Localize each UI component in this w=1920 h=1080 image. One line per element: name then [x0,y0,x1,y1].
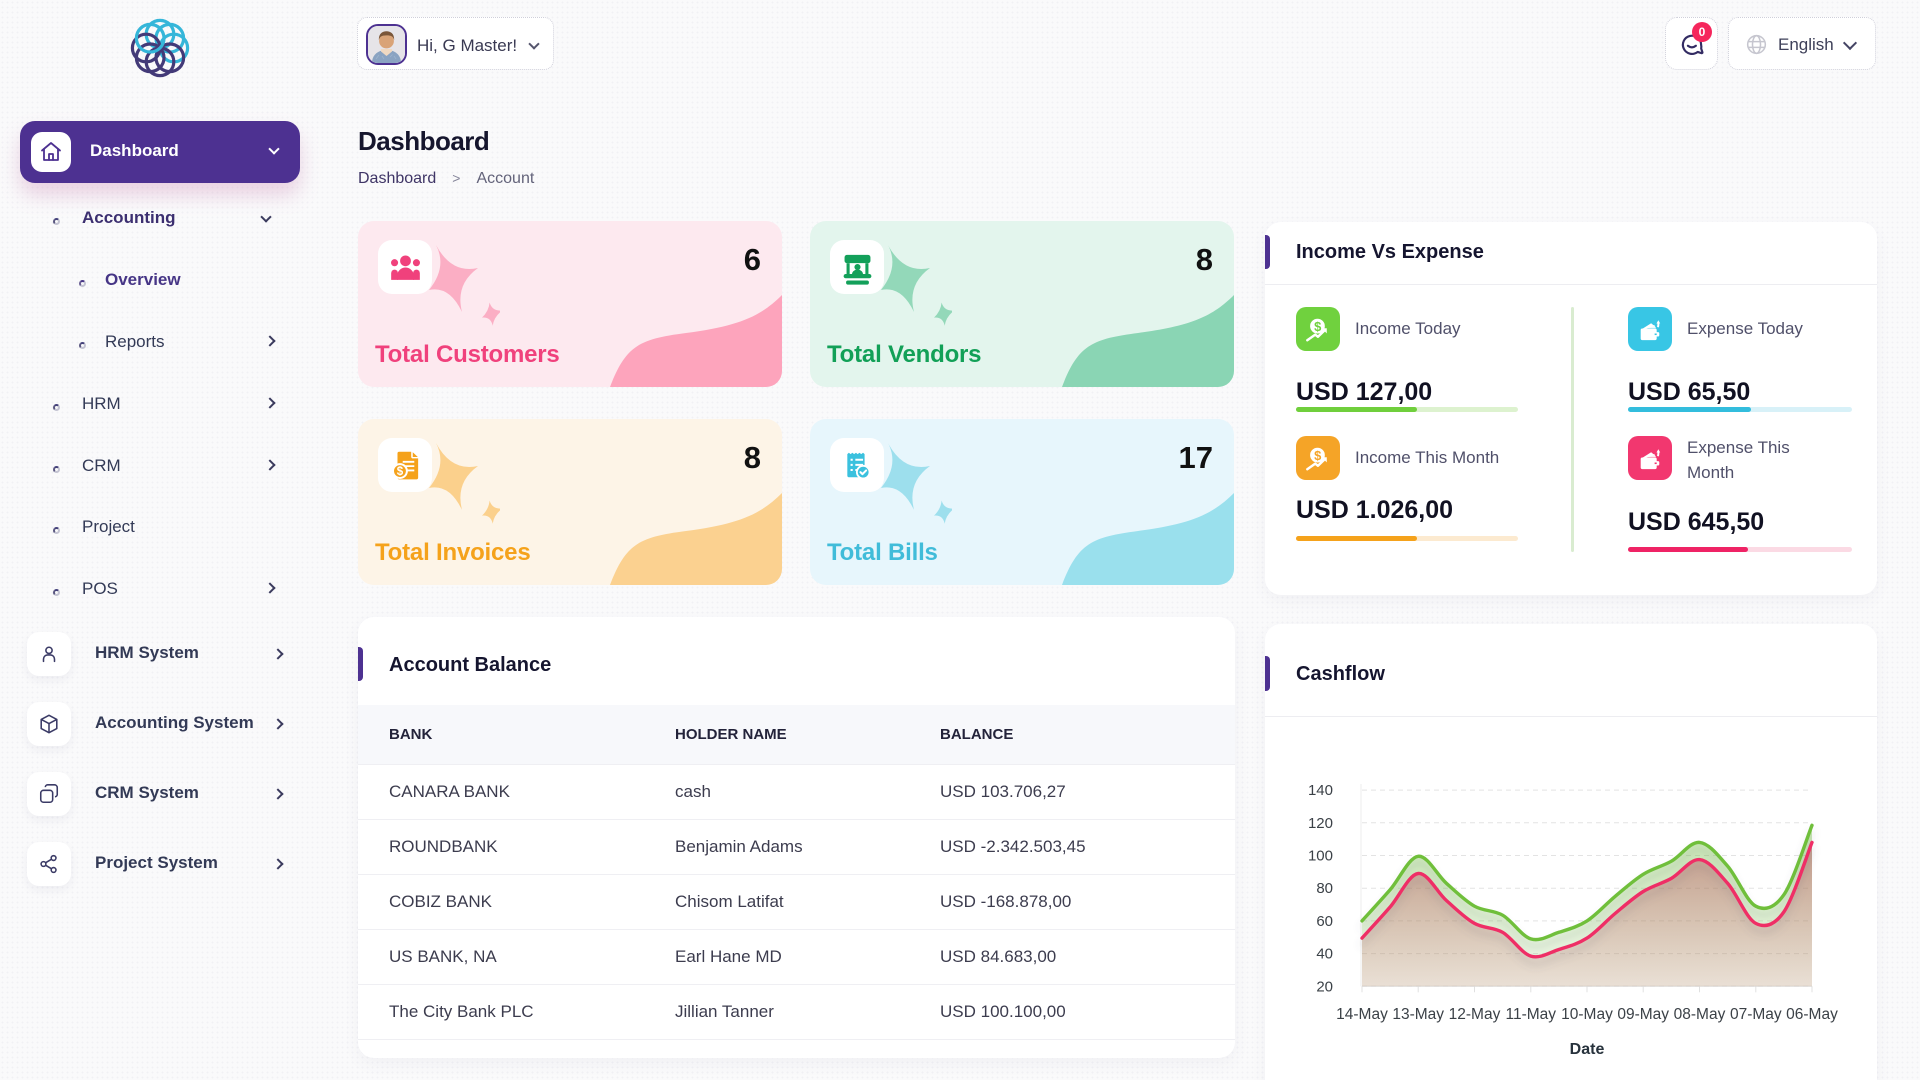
svg-text:$: $ [1314,319,1321,334]
svg-text:140: 140 [1308,782,1333,799]
svg-text:60: 60 [1316,913,1333,930]
svg-text:$: $ [1314,448,1321,463]
svg-text:08-May: 08-May [1674,1006,1726,1023]
svg-text:12-May: 12-May [1449,1006,1501,1023]
svg-text:100: 100 [1308,848,1333,865]
svg-text:$: $ [396,466,403,478]
svg-text:10-May: 10-May [1561,1006,1613,1023]
svg-text:09-May: 09-May [1617,1006,1669,1023]
svg-text:20: 20 [1316,978,1333,995]
svg-text:80: 80 [1316,880,1333,897]
svg-text:06-May: 06-May [1786,1006,1838,1023]
svg-text:11-May: 11-May [1506,1006,1557,1023]
svg-text:13-May: 13-May [1392,1006,1444,1023]
svg-text:14-May: 14-May [1336,1006,1388,1023]
svg-text:120: 120 [1308,815,1333,832]
svg-text:40: 40 [1316,946,1333,963]
svg-text:Date: Date [1570,1041,1605,1058]
svg-text:07-May: 07-May [1730,1006,1782,1023]
